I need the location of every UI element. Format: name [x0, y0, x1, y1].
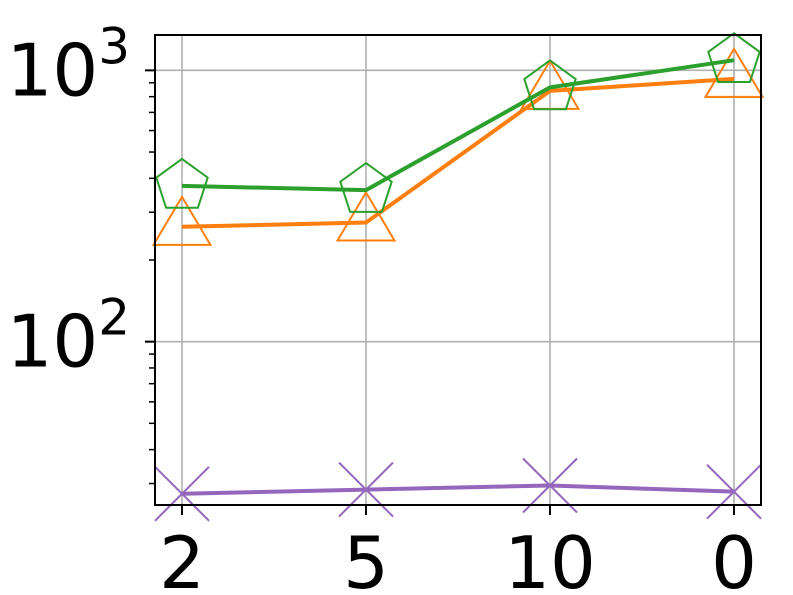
series-group: [155, 31, 761, 213]
y-tick-label: 103: [7, 17, 130, 112]
pentagon-marker: [523, 59, 577, 111]
x-tick-label: 2: [159, 521, 205, 595]
x-marker: [706, 463, 762, 520]
x-tick-label: 0: [711, 521, 757, 595]
y-tick-label: 102: [7, 289, 130, 384]
series-line: [181, 483, 735, 496]
series-group: [154, 457, 762, 522]
series-group: [151, 46, 765, 246]
series-line: [181, 58, 735, 193]
x-marker-stroke: [338, 461, 394, 518]
series-layer: [151, 31, 765, 522]
triangle-marker: [335, 190, 397, 242]
x-marker: [338, 461, 394, 518]
x-marker-stroke: [522, 457, 578, 514]
x-tick-label: 10: [504, 521, 596, 595]
x-axis: 2 5 10 0: [159, 505, 757, 595]
triangle-marker: [151, 194, 213, 246]
x-marker: [522, 457, 578, 514]
pentagon-marker: [155, 157, 209, 209]
pentagon-marker: [707, 31, 761, 83]
x-marker: [154, 466, 210, 522]
x-marker-stroke: [154, 466, 210, 522]
series-line: [181, 76, 735, 229]
gridlines: [155, 35, 761, 505]
plot-frame: [154, 34, 762, 506]
x-tick-label: 5: [343, 521, 389, 595]
y-axis: 102 103: [7, 17, 155, 384]
triangle-marker: [703, 46, 765, 98]
x-marker-stroke: [706, 463, 762, 520]
pentagon-marker: [339, 161, 393, 213]
